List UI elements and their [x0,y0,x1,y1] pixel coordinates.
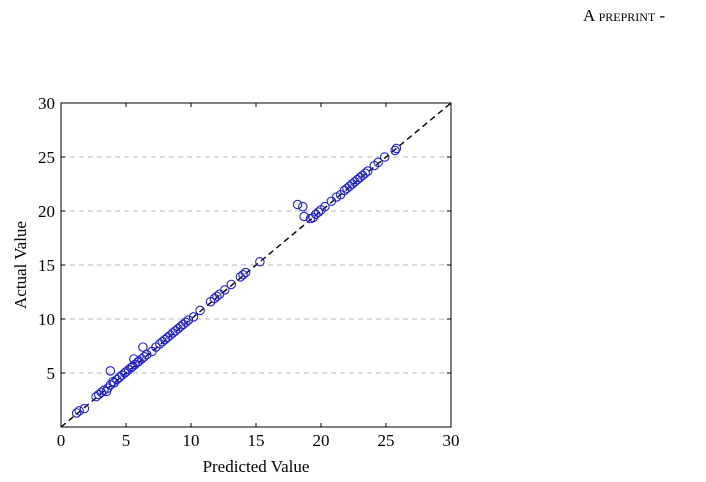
data-point [390,145,400,156]
data-point [173,323,183,334]
data-point [79,403,90,414]
x-axis-label: Predicted Value [203,457,310,476]
data-point [142,349,152,360]
data-point [220,285,230,295]
data-point [235,272,246,282]
running-head-text: A preprint - [583,6,666,25]
x-tick-label: 5 [122,431,131,450]
data-point [212,291,222,302]
data-point [170,326,181,336]
data-point [168,328,178,338]
data-point [139,352,149,362]
y-tick-label: 25 [38,148,55,167]
data-point [298,201,308,212]
x-tick-label: 0 [57,431,66,450]
data-point [379,152,390,162]
data-point [214,289,225,299]
y-axis-label: Actual Value [11,221,30,309]
data-points [71,143,402,418]
x-tick-label: 30 [443,431,460,450]
data-point [71,408,82,418]
data-point [357,170,368,181]
data-point [160,334,170,345]
data-point [350,177,360,187]
data-point [195,305,205,316]
data-point [226,279,237,290]
data-point [326,196,337,207]
data-point [74,406,84,416]
x-tick-label: 20 [313,431,330,450]
data-point [109,377,120,388]
y-tick-label: 20 [38,202,55,221]
data-point [313,207,324,217]
x-tick-label: 15 [248,431,265,450]
y-tick-label: 10 [38,310,55,329]
data-point [320,201,330,212]
data-point [347,179,357,189]
data-point [292,199,303,210]
data-point [344,181,355,191]
y-tick-label: 30 [38,94,55,113]
data-point [103,383,113,393]
data-point [178,319,188,330]
data-point [255,257,265,267]
data-point [188,312,199,322]
axis-ticks: 0 5 10 15 20 25 30 5 10 15 20 25 30 [38,94,460,450]
data-point [91,392,101,402]
data-point [183,315,194,325]
data-point [138,342,148,352]
data-point [360,168,370,178]
data-point [240,267,251,278]
data-point [299,211,309,222]
x-tick-label: 25 [378,431,395,450]
data-point [93,389,104,400]
data-point [238,269,248,280]
y-tick-label: 5 [47,364,56,383]
data-point [181,317,191,327]
data-point [308,212,318,223]
data-point [165,330,175,340]
x-tick-label: 10 [183,431,200,450]
data-point [105,366,116,376]
data-point [162,332,173,343]
y-tick-label: 15 [38,256,55,275]
data-point [373,157,383,168]
data-point [342,183,352,194]
data-point [175,321,186,332]
data-point [391,143,402,154]
data-point [355,172,365,183]
data-point [352,174,363,185]
data-point [96,387,107,398]
running-head: A preprint - [583,6,665,26]
data-point [157,336,168,347]
data-point [363,166,373,176]
